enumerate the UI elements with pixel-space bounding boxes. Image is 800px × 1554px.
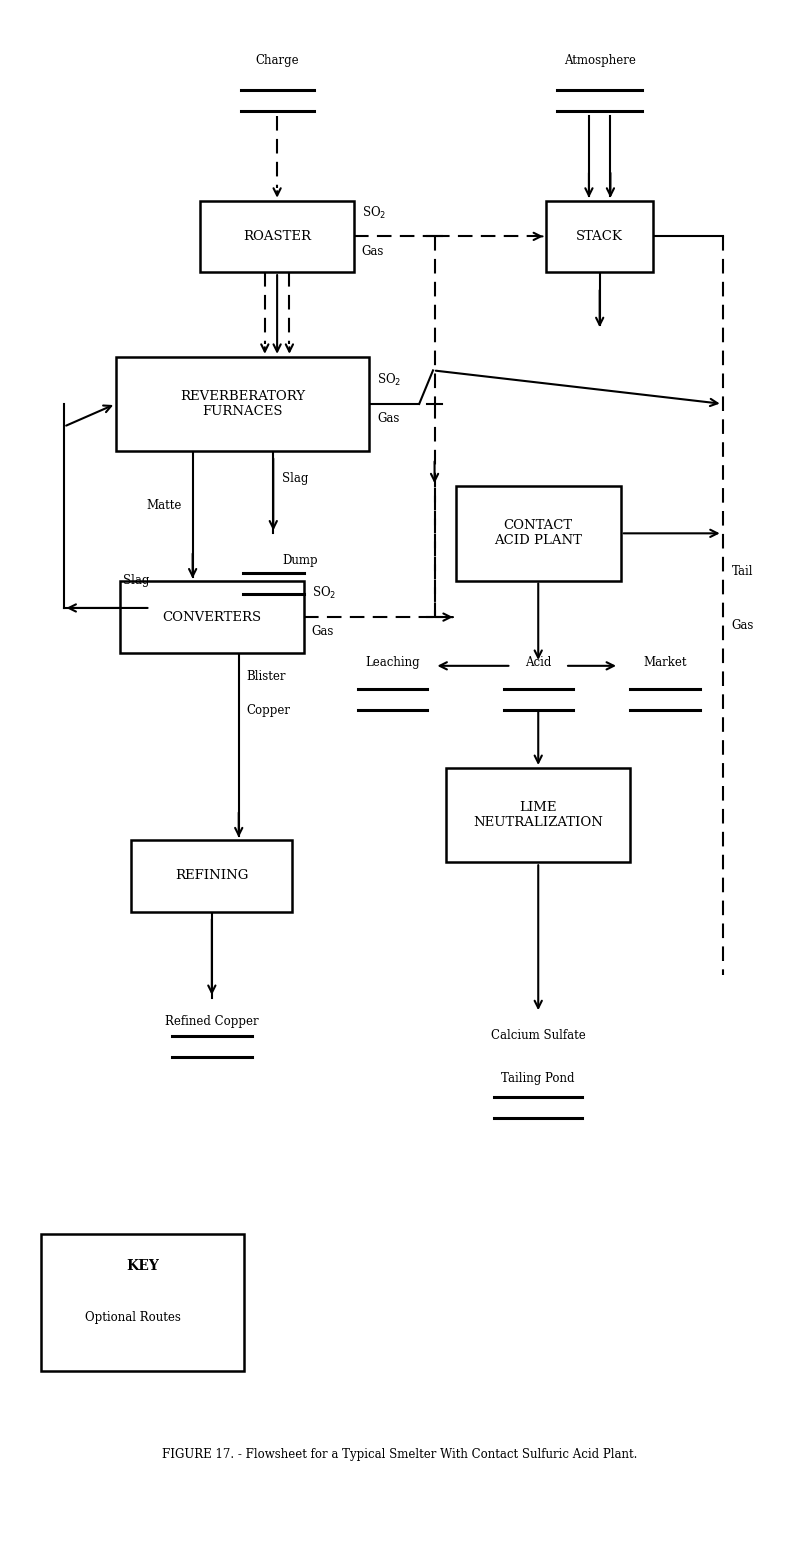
Text: KEY: KEY	[126, 1259, 159, 1273]
Text: Refined Copper: Refined Copper	[165, 1015, 258, 1029]
Bar	[446, 768, 630, 862]
Text: Tailing Pond: Tailing Pond	[502, 1072, 575, 1085]
Text: Gas: Gas	[377, 412, 399, 426]
Text: CONTACT
ACID PLANT: CONTACT ACID PLANT	[494, 519, 582, 547]
Text: Atmosphere: Atmosphere	[564, 54, 636, 67]
Text: Slag: Slag	[282, 471, 309, 485]
Bar	[116, 357, 370, 451]
Text: STACK: STACK	[576, 230, 623, 242]
Text: CONVERTERS: CONVERTERS	[162, 611, 262, 623]
Text: LIME
NEUTRALIZATION: LIME NEUTRALIZATION	[474, 800, 603, 830]
Bar	[546, 200, 654, 272]
Text: Calcium Sulfate: Calcium Sulfate	[491, 1029, 586, 1041]
Text: Leaching: Leaching	[365, 656, 420, 668]
Text: Market: Market	[643, 656, 686, 668]
Bar	[41, 1234, 245, 1371]
Text: Slag: Slag	[122, 573, 149, 586]
Text: Copper: Copper	[246, 704, 290, 716]
Text: Charge: Charge	[255, 54, 299, 67]
Text: Dump: Dump	[282, 553, 318, 567]
Text: FIGURE 17. - Flowsheet for a Typical Smelter With Contact Sulfuric Acid Plant.: FIGURE 17. - Flowsheet for a Typical Sme…	[162, 1448, 638, 1461]
Bar	[200, 200, 354, 272]
Bar	[456, 486, 621, 581]
Text: ROASTER: ROASTER	[243, 230, 311, 242]
Text: SO$_2$: SO$_2$	[377, 371, 402, 388]
Text: Optional Routes: Optional Routes	[85, 1312, 181, 1324]
Text: Blister: Blister	[246, 670, 286, 684]
Text: Tail: Tail	[732, 566, 754, 578]
Text: Acid: Acid	[525, 656, 551, 668]
Text: REVERBERATORY
FURNACES: REVERBERATORY FURNACES	[180, 390, 305, 418]
Text: REFINING: REFINING	[175, 870, 249, 883]
Text: SO$_2$: SO$_2$	[362, 205, 386, 221]
Bar	[120, 581, 304, 653]
Text: Gas: Gas	[312, 625, 334, 639]
Bar	[131, 841, 293, 912]
Text: SO$_2$: SO$_2$	[312, 586, 336, 601]
Text: Matte: Matte	[146, 499, 182, 511]
Text: Gas: Gas	[732, 618, 754, 631]
Text: Gas: Gas	[362, 244, 384, 258]
